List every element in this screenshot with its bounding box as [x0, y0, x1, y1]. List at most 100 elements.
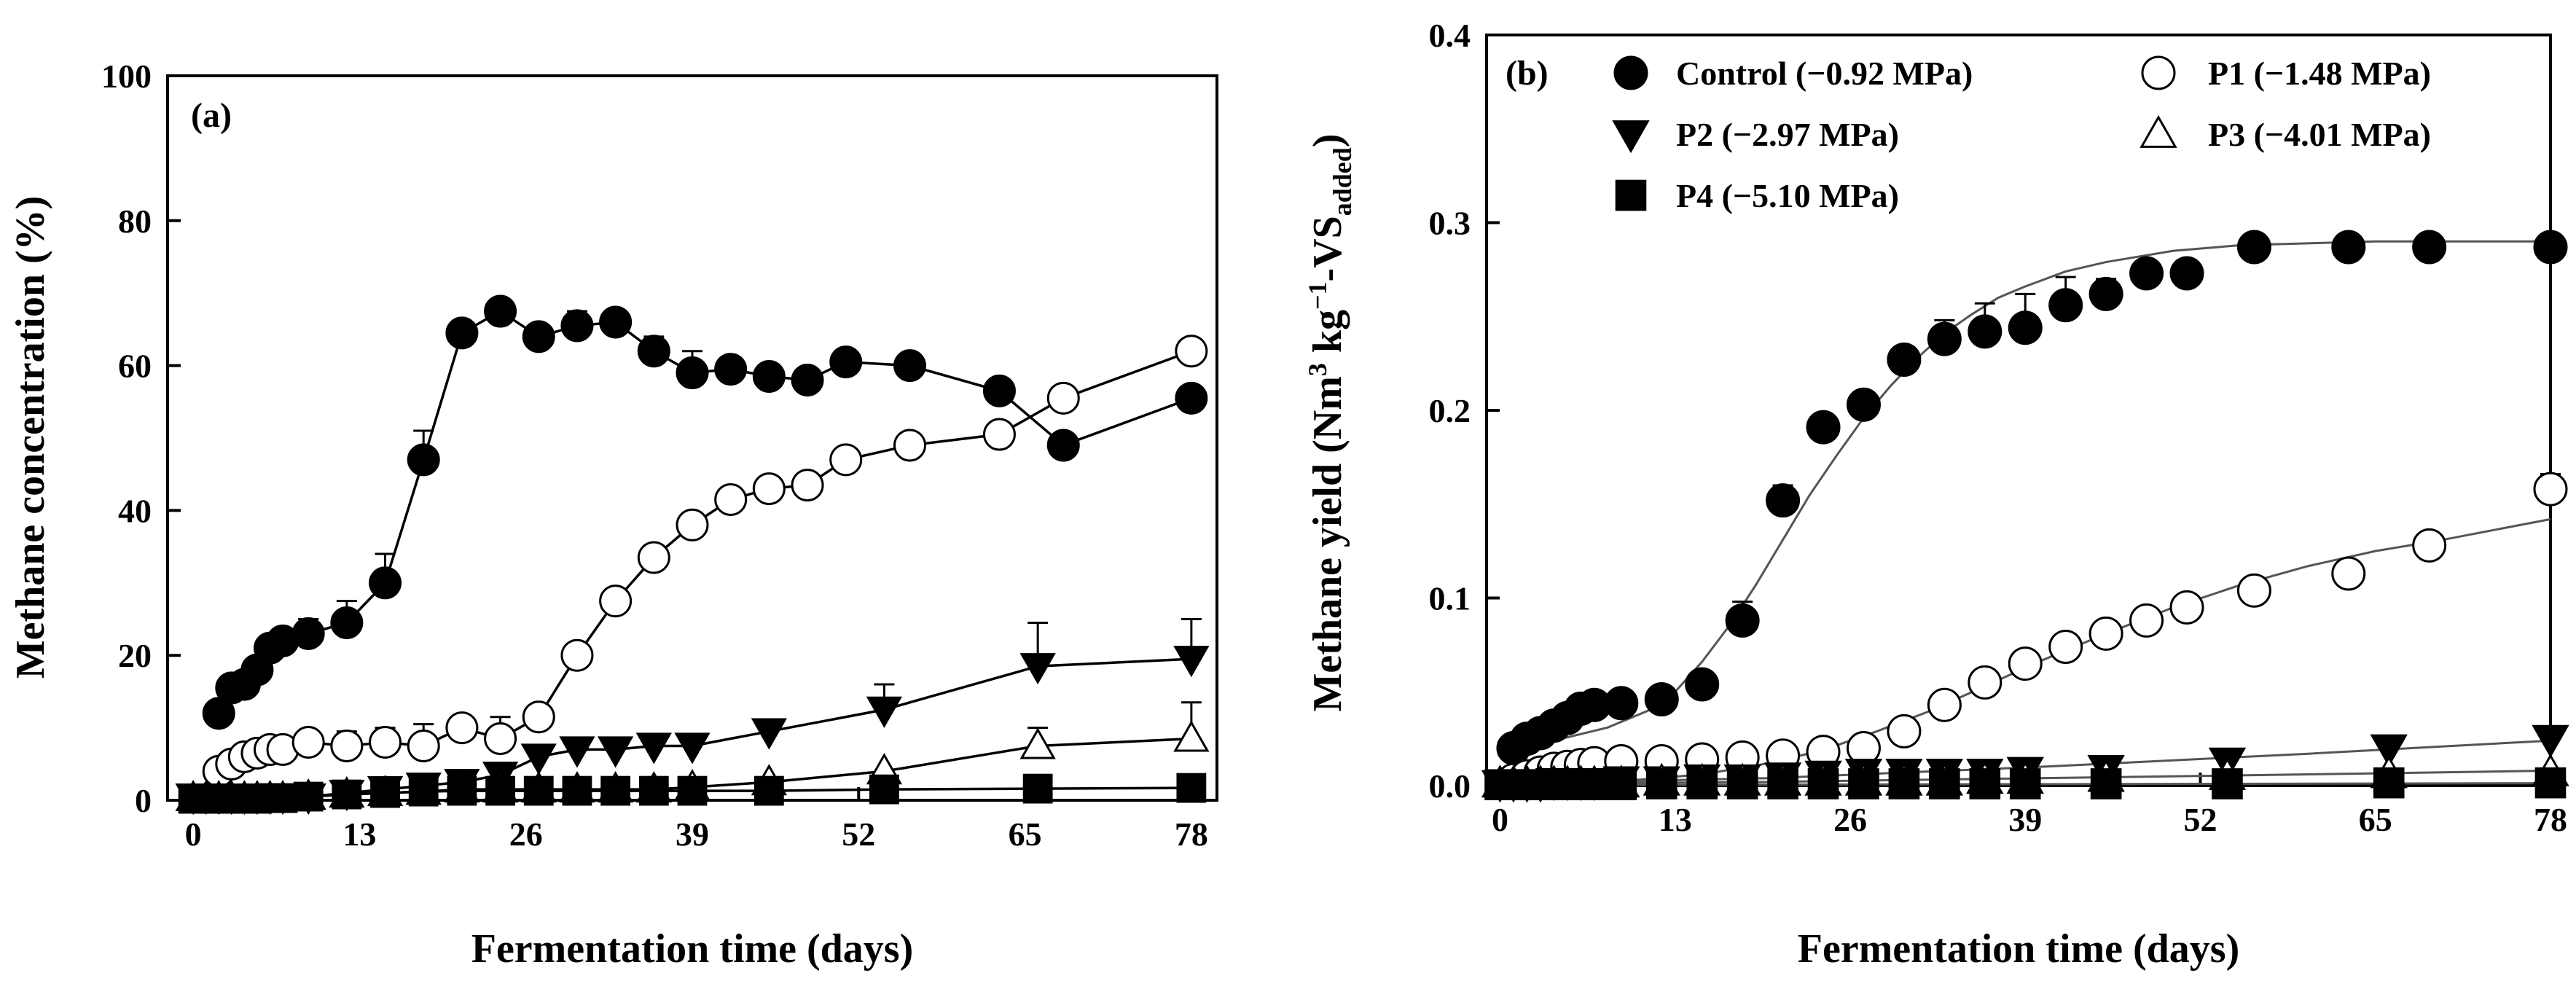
- panel-a-point-p3: [1173, 720, 1210, 752]
- panel-b-series-p4: [1484, 767, 2567, 801]
- panel-b-point-p4: [1726, 768, 1758, 800]
- panel-a-y-tick-label: 60: [118, 348, 152, 385]
- panel-b-point-p1: [2088, 616, 2123, 651]
- panel-a-point-control: [330, 606, 364, 639]
- panel-b-point-p4: [1578, 769, 1610, 801]
- panel-b-y-label-sub: added: [1328, 147, 1357, 216]
- panel-b-point-p2: [2532, 724, 2569, 758]
- panel-b-y-tick-label: 0.2: [1429, 392, 1471, 429]
- panel-b-y-label-after: -VS: [1305, 216, 1350, 281]
- panel-a-point-p1: [829, 443, 863, 477]
- panel-a-point-p4: [332, 779, 362, 810]
- panel-b-y-label-sup2: −1: [1303, 281, 1332, 310]
- panel-a-point-p4: [600, 775, 631, 806]
- panel-b-point-p1: [2129, 603, 2164, 638]
- panel-a-point-control: [599, 305, 633, 339]
- panel-a-point-p1: [982, 418, 1016, 451]
- panel-a-y-axis-label: Methane concentration (%): [8, 196, 53, 679]
- panel-a-series: [175, 294, 1210, 816]
- panel-a-point-control: [560, 309, 594, 343]
- panel-b-point-p4: [2373, 767, 2405, 799]
- panel-a-line-p1: [218, 350, 1192, 773]
- panel-b-point-p4: [1807, 768, 1839, 800]
- panel-a-point-p2: [866, 696, 903, 728]
- panel-b-label: (b): [1506, 54, 1549, 93]
- legend-item-p2: P2 (−2.97 MPa): [1612, 116, 1899, 154]
- panel-b-point-p4: [2090, 768, 2122, 800]
- legend-label-p2: P2 (−2.97 MPa): [1676, 116, 1899, 153]
- panel-a-x-tick-label: 65: [1009, 816, 1042, 853]
- panel-a-y-axis: 0 20 40 60 80 100: [101, 58, 181, 819]
- panel-b-point-control: [2088, 276, 2123, 311]
- panel-a-point-p1: [407, 729, 440, 762]
- panel-a-point-p4: [408, 776, 439, 807]
- panel-b-legend: Control (−0.92 MPa) P1 (−1.48 MPa) P2 (−…: [1612, 55, 2431, 214]
- panel-a-point-p4: [638, 775, 669, 806]
- panel-a-point-control: [484, 294, 517, 328]
- legend-marker-p4: [1615, 179, 1647, 211]
- legend-symbol-p1: [2141, 55, 2176, 90]
- panel-b-point-p2: [2370, 734, 2408, 767]
- panel-b-point-p1: [1887, 714, 1922, 748]
- panel-b-point-p1: [2236, 573, 2271, 608]
- panel-b-x-tick-label: 13: [1659, 801, 1692, 838]
- panel-b-point-p1: [2331, 556, 2366, 591]
- panel-a-x-tick-label: 0: [185, 816, 202, 853]
- panel-b-point-p1: [2169, 590, 2204, 625]
- panel-b-point-control: [1685, 667, 1720, 702]
- panel-a-point-p1: [752, 472, 786, 506]
- panel-a-point-p1: [637, 541, 670, 574]
- panel-a-point-p1: [1175, 335, 1208, 368]
- panel-a-point-p4: [523, 775, 554, 806]
- panel-a-series-p4: [178, 773, 1207, 814]
- panel-b-point-control: [1968, 314, 2003, 349]
- panel-a-point-p1: [560, 638, 594, 672]
- panel-a-point-p1: [893, 429, 927, 462]
- panel-b-y-axis-label: Methane yield (Nm3 kg−1-VSadded): [1303, 134, 1357, 712]
- legend-label-p4: P4 (−5.10 MPa): [1676, 177, 1899, 214]
- panel-a-series-p1: [202, 335, 1208, 788]
- panel-a-point-control: [369, 566, 402, 600]
- panel-a-point-p1: [369, 725, 402, 759]
- legend-marker-p3: [2140, 114, 2177, 148]
- panel-b-y-axis: 0.0 0.1 0.2 0.3 0.4: [1429, 17, 1500, 805]
- panel-a-point-p4: [267, 783, 298, 813]
- panel-b-point-control: [2129, 256, 2164, 291]
- panel-b-point-p4: [2009, 768, 2041, 800]
- panel-a-point-control: [982, 374, 1016, 407]
- legend-symbol-p4: [1615, 179, 1647, 211]
- panel-a-point-control: [829, 345, 863, 379]
- panel-b-point-p1: [1927, 687, 1962, 722]
- panel-b-point-control: [1927, 321, 1962, 356]
- panel-b-point-p4: [1929, 768, 1960, 800]
- panel-b-point-p4: [1888, 768, 1920, 800]
- panel-b-x-tick-label: 65: [2359, 801, 2392, 838]
- panel-b-y-label-sup1: 3: [1303, 363, 1332, 376]
- legend-item-p4: P4 (−5.10 MPa): [1615, 177, 1899, 214]
- panel-a-point-control: [1175, 381, 1208, 415]
- panel-a-point-control: [893, 349, 927, 383]
- legend-label-p1: P1 (−1.48 MPa): [2208, 55, 2431, 92]
- panel-a-y-tick-label: 80: [118, 203, 152, 240]
- panel-a-x-tick-label: 26: [509, 816, 543, 853]
- panel-a-label: (a): [191, 96, 232, 135]
- panel-a-point-p1: [676, 508, 709, 542]
- panel-b-y-label-mid: kg: [1305, 310, 1350, 363]
- legend-label-control: Control (−0.92 MPa): [1676, 55, 1973, 92]
- panel-a-point-control: [752, 360, 786, 394]
- panel-b-series-control: [1496, 230, 2568, 765]
- legend-item-control: Control (−0.92 MPa): [1613, 55, 1973, 92]
- panel-b-y-tick-label: 0.4: [1429, 17, 1471, 54]
- panel-a-x-tick-label: 39: [676, 816, 709, 853]
- panel-b-y-label-main: Methane yield (Nm: [1305, 376, 1350, 711]
- panel-a-point-p4: [485, 775, 515, 806]
- panel-a-point-p2: [597, 736, 634, 768]
- panel-b-point-p4: [1969, 768, 2001, 800]
- panel-a-point-p2: [1173, 646, 1210, 678]
- panel-a-point-p2: [635, 732, 672, 765]
- panel-b-x-tick-label: 0: [1492, 801, 1508, 838]
- panel-b-point-p1: [2412, 528, 2447, 563]
- panel-a-point-p4: [869, 774, 899, 805]
- panel-b-x-tick-label: 52: [2183, 801, 2217, 838]
- panel-b-y-label-close: ): [1305, 134, 1350, 148]
